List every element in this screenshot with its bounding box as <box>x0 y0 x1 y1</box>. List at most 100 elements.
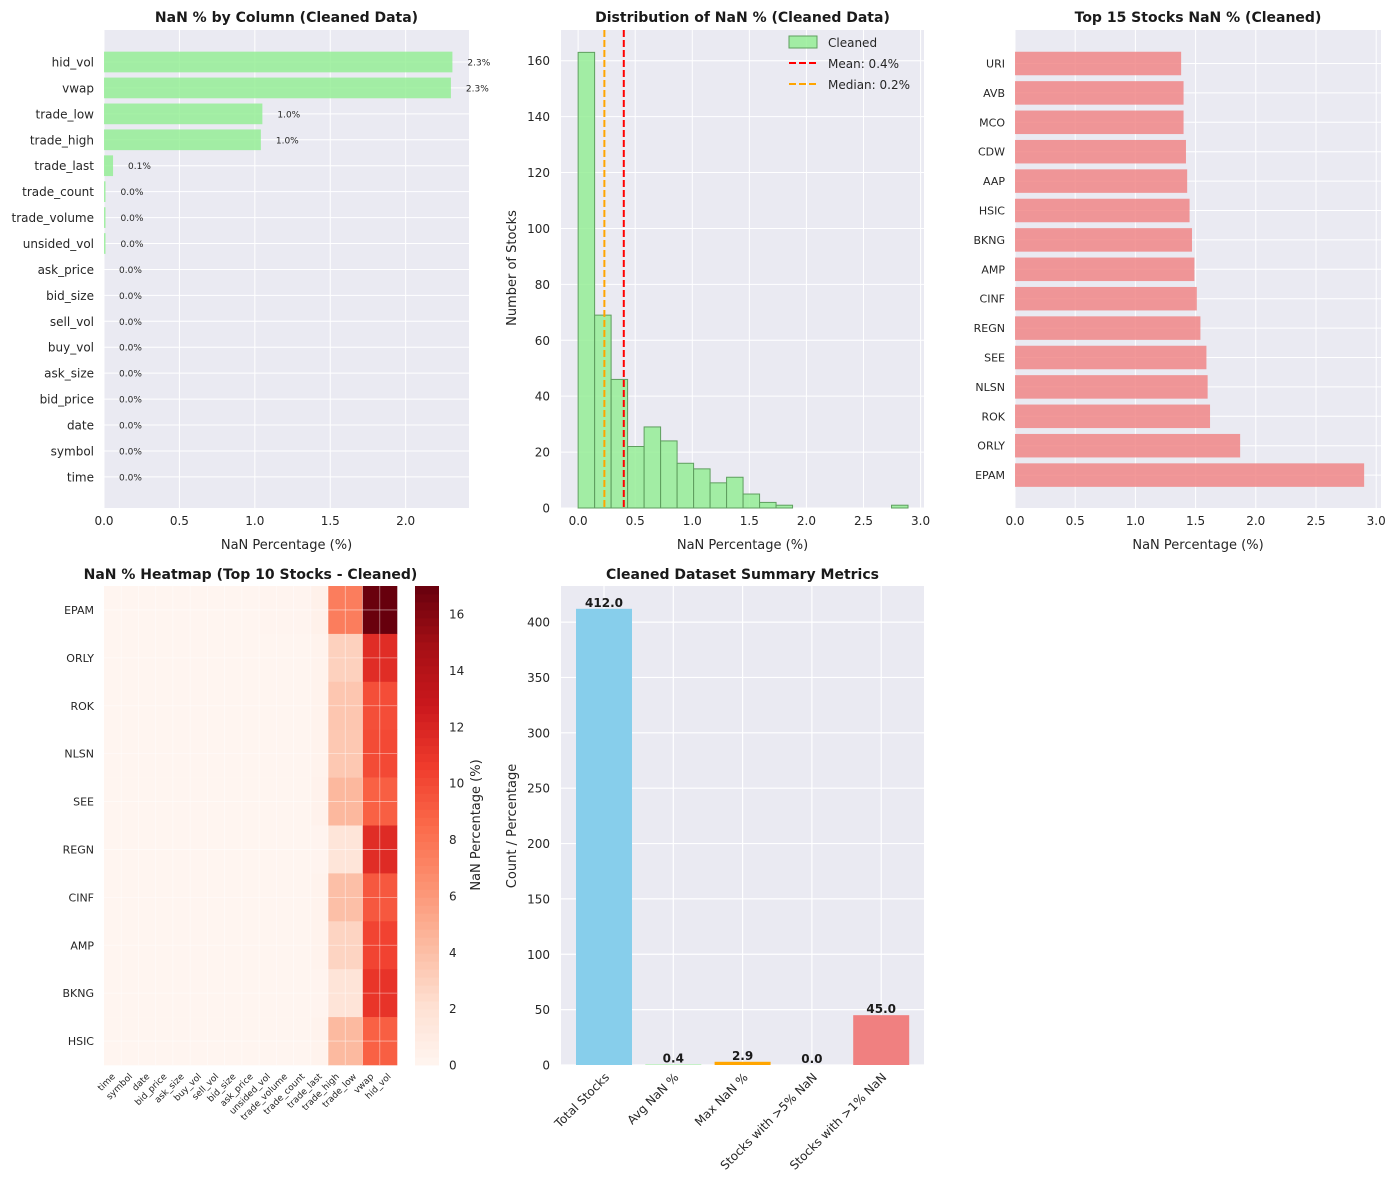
value-label: 0.0% <box>119 370 142 380</box>
colorbar-segment <box>415 777 439 786</box>
x-tick-label: 0.5 <box>170 514 189 528</box>
y-tick-label: unsided_vol <box>23 237 94 251</box>
bar <box>1015 169 1188 193</box>
y-tick-label: 80 <box>535 278 550 292</box>
y-tick-label: 400 <box>527 616 550 630</box>
y-tick-label: 300 <box>527 726 550 740</box>
colorbar-segment <box>415 1049 439 1058</box>
colorbar-segment <box>415 793 439 802</box>
colorbar-segment <box>415 625 439 635</box>
x-tick-label: 0.5 <box>626 514 645 528</box>
bar <box>104 233 106 254</box>
value-label: 0.0% <box>119 473 142 483</box>
y-tick-label: ask_size <box>44 367 94 381</box>
y-tick-label: time <box>67 470 94 484</box>
value-label: 1.0% <box>276 136 299 146</box>
colorbar-segment <box>415 1033 439 1042</box>
colorbar-segment <box>415 761 439 771</box>
bar <box>1015 139 1186 164</box>
colorbar-segment <box>415 617 439 627</box>
legend-label-cleaned: Cleaned <box>828 36 877 50</box>
y-tick-label: AVB <box>983 87 1005 100</box>
x-tick-label: 1.0 <box>1126 514 1145 528</box>
colorbar-segment <box>415 681 439 691</box>
panel-top15-stocks: Top 15 Stocks NaN % (Cleaned) NaN Percen… <box>973 10 1385 553</box>
y-tick-label: trade_last <box>34 159 94 173</box>
y-tick-label: trade_high <box>30 133 94 147</box>
y-tick-label: date <box>67 419 94 433</box>
colorbar-tick-label: 14 <box>449 664 464 678</box>
x-tick-label: 2.5 <box>1306 514 1325 528</box>
x-tick-label: 1.5 <box>1186 514 1205 528</box>
y-tick-label: 350 <box>527 671 550 685</box>
bar <box>104 207 106 228</box>
bar <box>104 181 106 202</box>
panel-title: Distribution of NaN % (Cleaned Data) <box>595 10 890 26</box>
histogram-bar <box>759 501 777 509</box>
x-tick-label: 1.5 <box>321 514 340 528</box>
bar <box>1015 316 1201 340</box>
y-tick-label: symbol <box>51 444 94 458</box>
y-tick-label: AMP <box>981 263 1005 276</box>
bar <box>1015 257 1195 282</box>
x-tick-label: 1.0 <box>683 514 702 528</box>
bar <box>714 1061 771 1065</box>
bar <box>1015 228 1192 252</box>
y-tick-label: trade_volume <box>12 211 94 225</box>
value-label: 0.0% <box>121 188 144 198</box>
colorbar-segment <box>415 1009 439 1018</box>
x-tick-label: 2.0 <box>396 514 415 528</box>
y-tick-label: bid_size <box>46 289 94 303</box>
colorbar-segment <box>415 993 439 1002</box>
value-label: 0.0% <box>121 240 144 250</box>
colorbar-segment <box>415 769 439 778</box>
y-tick-label: 40 <box>535 390 550 404</box>
colorbar-segment <box>415 785 439 794</box>
y-tick-label: ROK <box>981 410 1005 423</box>
value-label: 0.0% <box>119 318 142 328</box>
value-label: 0.1% <box>128 162 151 172</box>
y-tick-label: 160 <box>527 54 550 68</box>
colorbar-segment <box>415 1057 439 1066</box>
bar <box>1015 110 1184 135</box>
colorbar-segment <box>415 809 439 818</box>
y-tick-label: ORLY <box>977 440 1005 453</box>
panel-nan-distribution: Distribution of NaN % (Cleaned Data) NaN… <box>505 10 930 553</box>
colorbar-segment <box>415 737 439 747</box>
y-tick-label: vwap <box>62 81 94 95</box>
histogram-bar <box>643 426 662 509</box>
y-tick-label: 0 <box>542 1059 550 1073</box>
colorbar-segment <box>415 665 439 675</box>
x-tick-label: 0.0 <box>569 514 588 528</box>
x-axis-label: NaN Percentage (%) <box>221 538 352 553</box>
y-tick-label: trade_count <box>22 185 94 199</box>
bar <box>1015 345 1207 370</box>
value-label: 45.0 <box>866 1002 896 1016</box>
y-tick-label: 100 <box>527 222 550 236</box>
colorbar-segment <box>415 697 439 707</box>
y-tick-label: CINF <box>980 293 1005 306</box>
histogram-bar <box>891 504 909 509</box>
colorbar-segment <box>415 969 439 978</box>
histogram-bar <box>775 504 794 509</box>
y-tick-label: MCO <box>979 116 1005 129</box>
row-label: ROK <box>70 700 94 713</box>
x-tick-label: 2.5 <box>854 514 873 528</box>
bar <box>104 103 263 125</box>
colorbar-segment <box>415 1001 439 1010</box>
x-tick-label: 0.0 <box>94 514 113 528</box>
colorbar-segment <box>415 881 439 890</box>
y-tick-label: 100 <box>527 948 550 962</box>
y-tick-label: 60 <box>535 334 550 348</box>
y-tick-label: EPAM <box>975 469 1005 482</box>
colorbar-segment <box>415 833 439 842</box>
x-tick-label: 1.5 <box>740 514 759 528</box>
x-tick-label: 3.0 <box>911 514 930 528</box>
value-label: 0.0% <box>119 422 142 432</box>
x-tick-label: 0.5 <box>1066 514 1085 528</box>
x-tick-label: 2.0 <box>1246 514 1265 528</box>
bar <box>1015 463 1365 487</box>
legend-label-median: Median: 0.2% <box>828 78 910 92</box>
histogram-bar <box>594 314 612 509</box>
